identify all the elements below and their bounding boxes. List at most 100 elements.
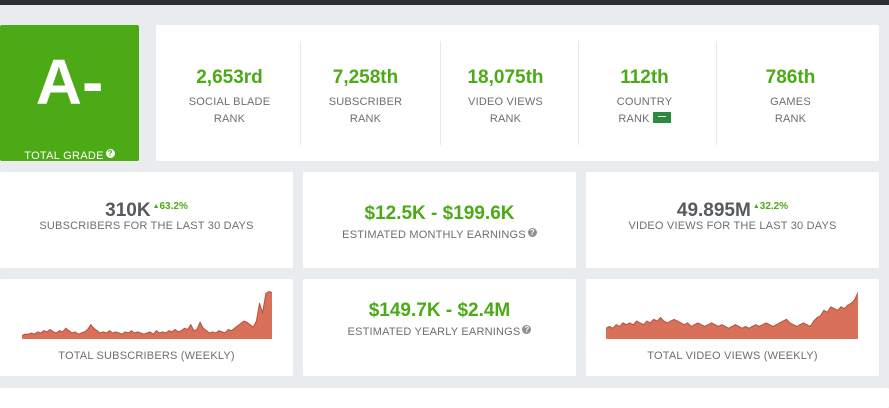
sparkline-point xyxy=(700,324,702,326)
sparkline-point xyxy=(833,308,835,310)
sparkline-point xyxy=(843,308,845,310)
total-subscribers-chart-card: TOTAL SUBSCRIBERS (WEEKLY) xyxy=(0,279,293,376)
sparkline-point xyxy=(799,324,801,326)
video-views-sparkline xyxy=(606,292,858,339)
subscribers-30-days-card: 310K ▲63.2% SUBSCRIBERS FOR THE LAST 30 D… xyxy=(0,172,293,268)
sparkline-point xyxy=(162,331,164,333)
sparkline-point xyxy=(755,324,757,326)
sparkline-point xyxy=(619,326,621,327)
sparkline-point xyxy=(707,324,709,326)
sparkline-point xyxy=(187,329,189,330)
sparkline-point xyxy=(252,326,254,328)
sparkline-point xyxy=(140,332,142,334)
sparkline-point xyxy=(850,302,852,304)
sparkline-point xyxy=(115,331,117,333)
sparkline-point xyxy=(65,327,67,329)
sparkline-point xyxy=(259,302,260,304)
sparkline-point xyxy=(55,332,57,334)
subscribers-30-days-number: 310K xyxy=(105,200,151,221)
total-grade-card: A- TOTAL GRADE? xyxy=(0,25,139,162)
sparkline-point xyxy=(243,320,245,322)
rank-label-line2: RANK xyxy=(213,113,246,125)
sparkline-point xyxy=(212,331,214,333)
top-bar xyxy=(0,0,889,5)
sparkline-point xyxy=(215,332,217,334)
sparkline-point xyxy=(765,322,767,324)
sparkline-point xyxy=(816,317,818,319)
sparkline-point xyxy=(74,331,76,333)
sparkline-point xyxy=(196,329,198,330)
sparkline-point xyxy=(265,293,267,295)
sparkline-point xyxy=(622,322,624,324)
video-views-change: ▲32.2% xyxy=(753,201,788,212)
rank-label-line1: SOCIAL BLADE xyxy=(188,96,271,108)
divider xyxy=(300,41,301,145)
sparkline-point xyxy=(632,324,634,326)
sparkline-point xyxy=(165,332,167,334)
sparkline-point xyxy=(105,332,107,334)
subscribers-30-days-value: 310K ▲63.2% xyxy=(0,196,293,222)
sparkline-point xyxy=(734,324,736,326)
sparkline-point xyxy=(40,332,42,334)
sparkline-point xyxy=(134,332,135,334)
sparkline-point xyxy=(234,327,235,329)
sparkline-point xyxy=(84,331,85,333)
help-icon[interactable]: ? xyxy=(527,228,537,237)
sparkline-point xyxy=(653,318,655,320)
sparkline-point xyxy=(118,332,120,334)
sparkline-point xyxy=(857,292,858,294)
sparkline-point xyxy=(240,323,242,324)
sparkline-point xyxy=(717,326,719,327)
sparkline-area xyxy=(606,292,858,339)
sparkline-point xyxy=(612,327,614,329)
sparkline-point xyxy=(837,309,839,311)
sparkline-point xyxy=(615,324,617,326)
sparkline-point xyxy=(666,322,668,324)
rank-label-line2: RANK xyxy=(618,113,650,125)
video-views-chart-label: TOTAL VIDEO VIEWS (WEEKLY) xyxy=(647,350,818,362)
ranks-card: 2,653rd SOCIAL BLADE RANK 7,258th SUBSCRI… xyxy=(156,25,879,161)
sparkline-point xyxy=(636,320,638,322)
sparkline-point xyxy=(697,322,699,324)
sparkline-point xyxy=(782,320,784,322)
rank-label-line1: COUNTRY xyxy=(616,96,673,108)
rank-video-views: 18,075th VIDEO VIEWS RANK xyxy=(436,41,575,145)
sparkline-point xyxy=(155,330,157,332)
rank-value: 18,075th xyxy=(467,67,544,88)
sparkline-point xyxy=(124,331,126,333)
rank-country: 112th COUNTRY RANK xyxy=(575,41,714,145)
sparkline-point xyxy=(24,333,26,335)
sparkline-point xyxy=(218,330,220,332)
yearly-earnings-value: $149.7K - $2.4M xyxy=(368,300,511,321)
rank-label-line1: GAMES xyxy=(770,96,811,108)
rank-label-line1: SUBSCRIBER xyxy=(328,96,403,108)
sparkline-point xyxy=(199,321,201,323)
sparkline-point xyxy=(731,326,733,327)
sparkline-point xyxy=(99,332,101,334)
rank-label: COUNTRY RANK xyxy=(575,94,714,128)
monthly-earnings-label-text: ESTIMATED MONTHLY EARNINGS xyxy=(342,229,526,241)
sparkline-point xyxy=(152,333,154,335)
rank-value: 786th xyxy=(765,67,816,88)
help-icon[interactable]: ? xyxy=(105,149,115,158)
divider xyxy=(578,41,579,145)
sparkline-point xyxy=(68,330,70,332)
sparkline-point xyxy=(30,332,32,334)
rank-social-blade: 2,653rd SOCIAL BLADE RANK xyxy=(160,41,299,145)
sparkline-point xyxy=(159,332,160,334)
sparkline-point xyxy=(820,315,821,317)
sparkline-point xyxy=(762,324,764,326)
help-icon[interactable]: ? xyxy=(522,325,532,334)
sparkline-point xyxy=(121,333,123,335)
sparkline-point xyxy=(830,306,832,308)
sparkline-point xyxy=(130,330,132,332)
sparkline-point xyxy=(745,326,747,327)
rank-label: SUBSCRIBER RANK xyxy=(296,94,435,128)
rank-label: VIDEO VIEWS RANK xyxy=(436,94,575,128)
sparkline-point xyxy=(174,329,176,330)
sparkline-point xyxy=(823,309,825,311)
sparkline-point xyxy=(37,331,39,333)
sparkline-point xyxy=(137,331,139,333)
sparkline-point xyxy=(43,330,45,332)
sparkline-point xyxy=(751,326,753,327)
